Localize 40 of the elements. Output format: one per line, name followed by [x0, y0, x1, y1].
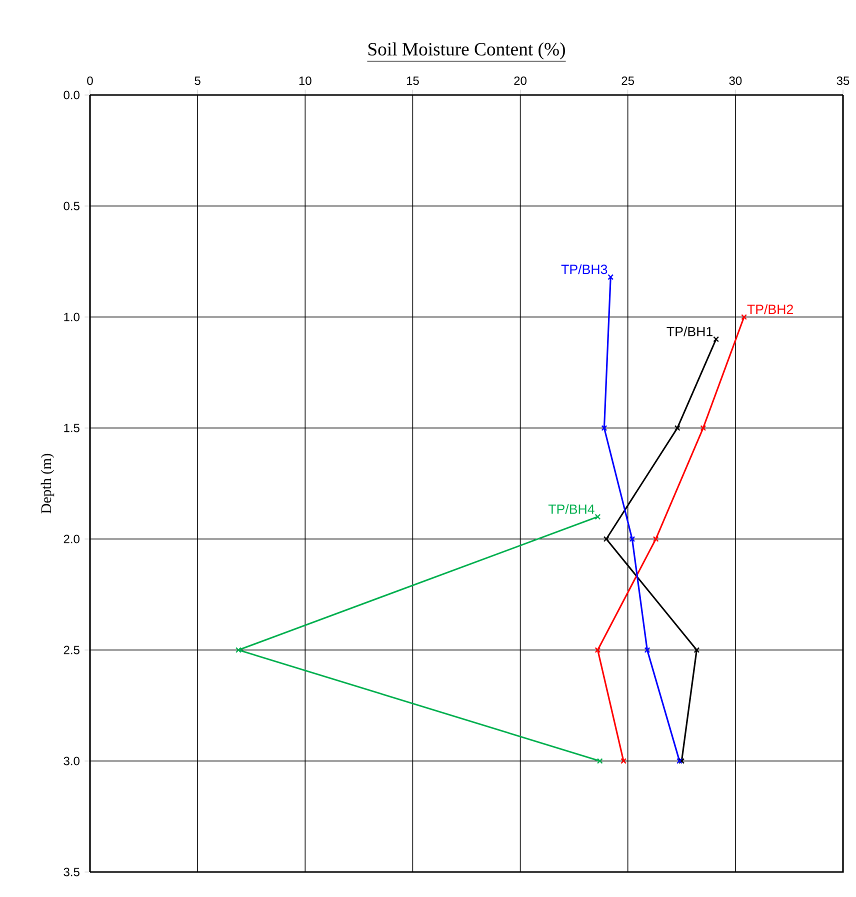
point — [644, 647, 650, 653]
x-tick-label: 10 — [299, 76, 312, 85]
point — [594, 647, 601, 653]
series-label: TP/BH2 — [747, 304, 793, 314]
point — [603, 536, 610, 542]
point — [700, 425, 706, 431]
point — [694, 647, 700, 653]
point — [678, 758, 685, 764]
point — [594, 514, 601, 520]
point — [676, 758, 682, 764]
y-tick-label: 3.0 — [64, 756, 80, 766]
y-tick-label: 0.5 — [64, 202, 80, 210]
point — [713, 336, 720, 342]
y-tick-label: 2.0 — [64, 534, 80, 544]
point — [629, 536, 636, 542]
y-tick-label: 3.5 — [64, 868, 80, 876]
y-tick-label: 1.0 — [64, 312, 80, 322]
series-label: TP/BH4 — [548, 504, 594, 514]
x-tick-label: 35 — [836, 76, 850, 85]
series-label: TP/BH1 — [666, 326, 712, 336]
x-tick-label: 25 — [622, 76, 634, 85]
point — [652, 536, 659, 542]
x-tick-label: 30 — [729, 76, 742, 85]
point — [596, 758, 603, 764]
y-axis-title: Depth (m) — [40, 454, 54, 514]
point — [674, 425, 680, 431]
point — [601, 425, 608, 431]
point — [620, 758, 627, 764]
x-axis-title: Soil Moisture Content (%) — [368, 42, 565, 60]
point — [608, 274, 614, 280]
x-tick-label: 0 — [87, 76, 93, 85]
x-tick-label: 5 — [194, 76, 200, 85]
point — [235, 647, 242, 653]
series-label: TP/BH3 — [561, 264, 608, 274]
y-tick-label: 2.5 — [64, 646, 80, 654]
y-tick-label: 1.5 — [64, 424, 80, 432]
x-tick-label: 15 — [406, 76, 419, 85]
y-tick-label: 0.0 — [64, 90, 80, 100]
point — [741, 314, 747, 320]
x-tick-label: 20 — [514, 76, 526, 85]
